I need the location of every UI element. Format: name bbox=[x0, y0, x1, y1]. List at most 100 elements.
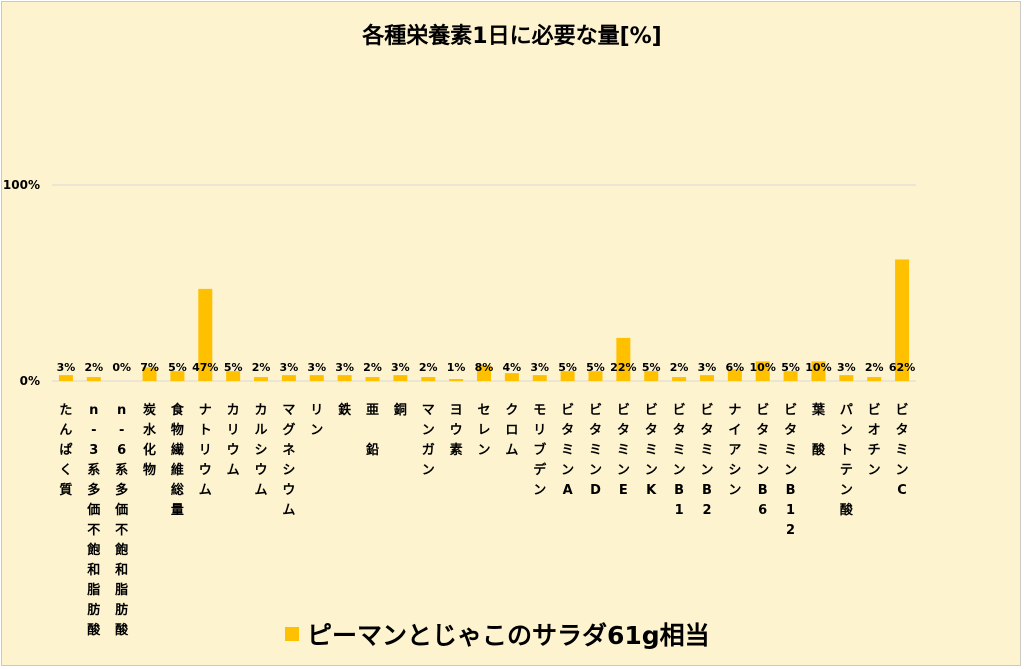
x-tick-label: 葉 酸 bbox=[811, 402, 826, 458]
x-tick-label: たんぱく質 bbox=[59, 403, 72, 498]
data-label: 3% bbox=[530, 361, 549, 374]
data-label: 22% bbox=[610, 361, 636, 374]
bar bbox=[337, 375, 352, 381]
bar bbox=[281, 375, 296, 381]
data-label: 3% bbox=[307, 361, 326, 374]
data-label: 3% bbox=[837, 361, 856, 374]
bar bbox=[365, 377, 380, 381]
legend-swatch bbox=[285, 627, 299, 641]
y-tick-label: 100% bbox=[3, 178, 40, 192]
x-tick-label: 鉄 bbox=[338, 402, 351, 418]
x-tick-label: ビタミン D bbox=[589, 402, 602, 498]
bar bbox=[504, 373, 519, 381]
x-tick-label: ナトリウム bbox=[199, 403, 212, 498]
legend-label: ピーマンとじゃこのサラダ61g相当 bbox=[307, 621, 710, 650]
data-label: 2% bbox=[419, 361, 438, 374]
bar bbox=[58, 375, 73, 381]
x-tick-label: 食物繊維総量 bbox=[171, 402, 185, 518]
x-tick-label: ビタミン A bbox=[561, 402, 574, 498]
bar bbox=[393, 375, 408, 381]
data-label: 62% bbox=[889, 361, 915, 374]
data-label: 10% bbox=[750, 361, 776, 374]
data-label: 2% bbox=[865, 361, 884, 374]
x-tick-label: カリウム bbox=[227, 403, 240, 478]
data-label: 4% bbox=[503, 361, 522, 374]
data-label: 2% bbox=[363, 361, 382, 374]
bar bbox=[254, 377, 269, 381]
x-tick-label: パントテン酸 bbox=[840, 403, 854, 518]
x-tick-label: n -3 系多価不飽和脂肪酸 bbox=[86, 403, 101, 638]
x-tick-label: ビタミン B 6 bbox=[756, 402, 769, 518]
x-tick-label: ヨウ素 bbox=[450, 403, 463, 458]
data-label: 3% bbox=[391, 361, 410, 374]
x-tick-label: クロム bbox=[505, 403, 518, 458]
x-tick-label: ビタミン B 1 2 bbox=[784, 402, 797, 538]
bar bbox=[421, 377, 436, 381]
legend: ピーマンとじゃこのサラダ61g相当 bbox=[285, 618, 710, 650]
data-label: 7% bbox=[140, 361, 159, 374]
x-tick-label: ビタミン B 2 bbox=[700, 402, 713, 518]
x-tick-label: ナイアシン bbox=[728, 403, 741, 498]
data-label: 2% bbox=[252, 361, 271, 374]
data-label: 5% bbox=[168, 361, 187, 374]
x-tick-label: ビタミン C bbox=[896, 402, 909, 498]
data-label: 0% bbox=[112, 361, 131, 374]
chart-title: 各種栄養素1日に必要な量[%] bbox=[362, 24, 662, 49]
x-tick-label: セレン bbox=[477, 403, 490, 458]
x-tick-label: ビタミン K bbox=[645, 402, 658, 498]
bar bbox=[644, 371, 659, 381]
bar bbox=[727, 369, 742, 381]
data-label: 5% bbox=[558, 361, 577, 374]
bar bbox=[198, 288, 213, 381]
data-label: 3% bbox=[698, 361, 717, 374]
x-tick-label: ビタミン E bbox=[617, 402, 630, 498]
bar bbox=[449, 379, 464, 381]
x-tick-label: n -6 系多価不飽和脂肪酸 bbox=[114, 403, 129, 638]
bar bbox=[170, 371, 185, 381]
bar bbox=[588, 371, 603, 381]
x-tick-label: ビタミン B 1 bbox=[673, 402, 686, 518]
data-label: 5% bbox=[642, 361, 661, 374]
bar bbox=[867, 377, 882, 381]
bar bbox=[86, 377, 101, 381]
x-tick-label: 炭水化物 bbox=[143, 402, 157, 478]
data-label: 1% bbox=[447, 361, 466, 374]
data-label: 5% bbox=[224, 361, 243, 374]
bar bbox=[839, 375, 854, 381]
bar bbox=[226, 371, 241, 381]
bar bbox=[895, 259, 910, 381]
data-label: 5% bbox=[586, 361, 605, 374]
data-label: 10% bbox=[805, 361, 831, 374]
data-label: 5% bbox=[781, 361, 800, 374]
bar bbox=[783, 371, 798, 381]
data-label: 2% bbox=[670, 361, 689, 374]
data-label: 3% bbox=[280, 361, 299, 374]
bar bbox=[755, 361, 770, 381]
x-tick-label: 亜 鉛 bbox=[366, 403, 379, 458]
bar bbox=[616, 337, 631, 381]
data-label: 8% bbox=[475, 361, 494, 374]
x-tick-label: モリブデン bbox=[533, 403, 547, 498]
y-tick-label: 0% bbox=[20, 374, 40, 388]
data-label: 3% bbox=[57, 361, 76, 374]
x-tick-label: カルシウム bbox=[255, 403, 268, 498]
bar bbox=[560, 371, 575, 381]
data-label: 3% bbox=[335, 361, 354, 374]
bar bbox=[811, 361, 826, 381]
bar bbox=[142, 367, 157, 381]
bar bbox=[532, 375, 547, 381]
bar bbox=[672, 377, 687, 381]
data-label: 2% bbox=[84, 361, 103, 374]
x-tick-label: リン bbox=[310, 403, 323, 438]
x-tick-label: マグネシウム bbox=[282, 403, 295, 518]
data-label: 47% bbox=[192, 361, 218, 374]
x-tick-label: マンガン bbox=[422, 403, 435, 478]
bar bbox=[699, 375, 714, 381]
x-tick-label: 銅 bbox=[394, 402, 407, 418]
bar bbox=[477, 365, 491, 381]
data-label: 6% bbox=[725, 361, 744, 374]
x-tick-label: ビオチン bbox=[868, 402, 881, 478]
bar bbox=[309, 375, 324, 381]
